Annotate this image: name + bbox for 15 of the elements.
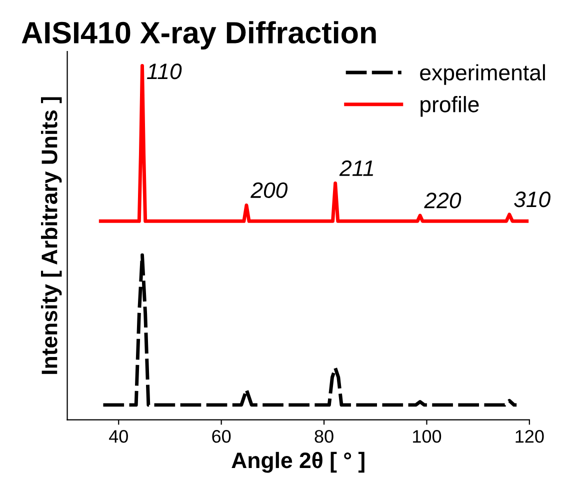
x-tick-label: 80 [314, 430, 334, 443]
x-axis-title: Angle 2θ [ ° ] [232, 452, 364, 473]
annotation: 200 [250, 182, 288, 198]
annotation: 310 [514, 192, 550, 208]
y-axis-title: Intensity [ Arbitrary Units ] [41, 97, 62, 374]
legend-label: experimental [420, 64, 545, 85]
x-tick-label: 100 [413, 430, 442, 443]
annotation: 220 [424, 192, 462, 208]
legend-label: profile [420, 96, 479, 117]
x-tick-label: 40 [109, 430, 128, 443]
chart-title: AISI410 X-ray Diffraction [22, 21, 376, 50]
annotation: 110 [146, 64, 182, 80]
x-tick-label: 120 [516, 430, 544, 443]
annotation: 211 [339, 160, 374, 176]
x-tick-label: 60 [212, 430, 231, 443]
